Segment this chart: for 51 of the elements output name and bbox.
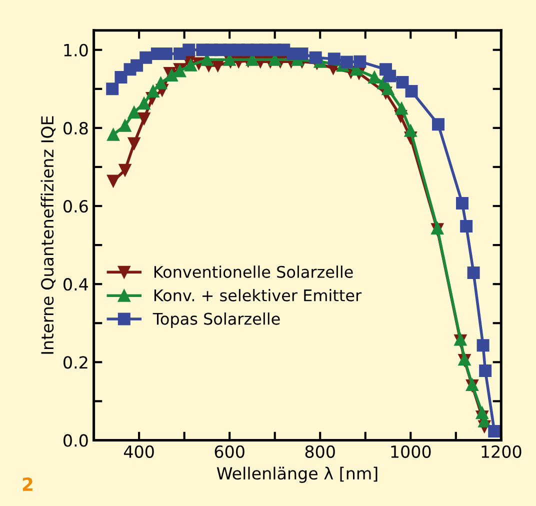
legend-label: Konv. + selektiver Emitter bbox=[154, 289, 362, 302]
point bbox=[140, 51, 152, 64]
point bbox=[467, 266, 480, 280]
y-tick-label: 0.0 bbox=[64, 434, 88, 447]
legend-label: Konventionelle Solarzelle bbox=[154, 266, 353, 278]
point bbox=[138, 97, 150, 110]
x-tick-label: 600 bbox=[214, 445, 244, 458]
y-tick-label: 0.6 bbox=[64, 200, 88, 213]
point bbox=[118, 164, 132, 176]
y-tick-label: 0.8 bbox=[64, 122, 88, 135]
x-tick-label: 1000 bbox=[391, 445, 431, 458]
point bbox=[340, 56, 354, 68]
point bbox=[488, 424, 501, 438]
legend-label: Topas Solarzelle bbox=[152, 312, 280, 328]
point bbox=[128, 137, 140, 150]
point bbox=[309, 51, 322, 64]
x-axis-title: Wellenlänge λ [nm] bbox=[216, 466, 378, 483]
point bbox=[354, 55, 366, 68]
x-tick-label: 400 bbox=[124, 445, 154, 458]
point bbox=[405, 85, 418, 98]
point bbox=[114, 70, 128, 84]
point bbox=[395, 102, 408, 115]
point bbox=[382, 82, 394, 96]
point bbox=[128, 106, 140, 119]
point bbox=[384, 70, 396, 82]
point bbox=[328, 52, 340, 66]
point bbox=[368, 70, 381, 84]
point bbox=[130, 59, 144, 72]
point bbox=[118, 119, 132, 132]
y-tick-label: 1.0 bbox=[64, 44, 88, 56]
x-tick-label: 800 bbox=[305, 445, 335, 458]
point bbox=[138, 112, 150, 125]
point bbox=[184, 58, 197, 72]
y-tick-label: 0.2 bbox=[64, 356, 88, 369]
point bbox=[182, 44, 196, 56]
point bbox=[106, 82, 119, 96]
y-tick-label: 0.4 bbox=[64, 278, 88, 291]
point bbox=[432, 118, 444, 131]
point bbox=[456, 197, 468, 210]
point bbox=[479, 364, 492, 377]
y-axis-title: Interne Quanteneffizienz IQE bbox=[40, 116, 56, 354]
text: 2 bbox=[22, 477, 32, 491]
point bbox=[476, 339, 490, 352]
x-tick-label: 1200 bbox=[482, 445, 522, 458]
point bbox=[154, 76, 168, 90]
point bbox=[460, 220, 473, 233]
point bbox=[107, 128, 120, 141]
point bbox=[146, 85, 160, 98]
point bbox=[404, 124, 417, 137]
point bbox=[396, 76, 409, 89]
point bbox=[107, 174, 120, 188]
